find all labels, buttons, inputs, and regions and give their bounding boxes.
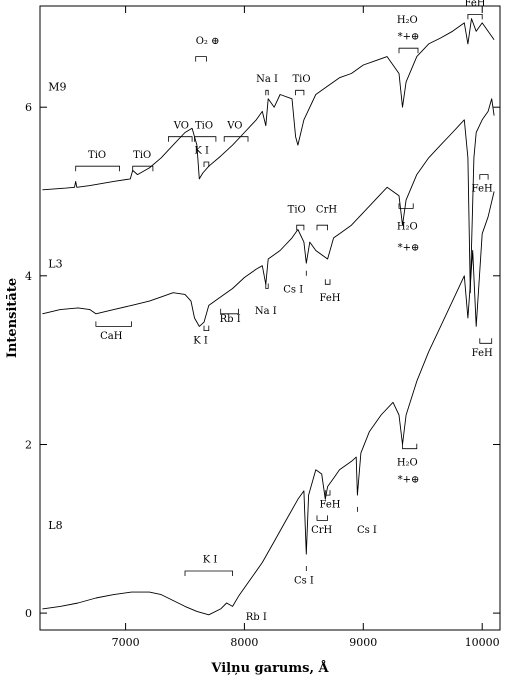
feature-bracket <box>295 89 305 96</box>
spectrum-label: L8 <box>48 519 62 532</box>
x-tick-label: 9000 <box>349 636 377 649</box>
feature-label: FeH <box>319 293 340 304</box>
feature-bracket <box>203 161 210 167</box>
feature-label: CrH <box>316 205 337 216</box>
feature-label: Rb I <box>220 314 241 325</box>
feature-label: H₂O <box>397 458 418 469</box>
axis-ticks: 7000 8000 9000 10000 0 2 4 6 <box>25 6 500 649</box>
feature-bracket <box>324 490 331 496</box>
feature-label: CrH <box>311 525 332 536</box>
feature-label: TiO <box>133 150 151 161</box>
spectrum-label: L3 <box>48 257 62 270</box>
feature-label: Cs I <box>357 525 377 536</box>
feature-bracket <box>132 165 154 172</box>
feature-bracket <box>296 224 305 231</box>
feature-bracket <box>168 136 193 142</box>
feature-bracket <box>316 224 328 231</box>
feature-bracket <box>398 47 419 54</box>
feature-bracket <box>195 56 207 62</box>
x-tick-label: 8000 <box>230 636 258 649</box>
feature-label: Rb I <box>246 612 267 623</box>
feature-label: H₂O <box>397 15 418 26</box>
y-tick-label: 6 <box>25 101 32 114</box>
feature-label: TiO <box>88 150 106 161</box>
feature-label: TiO <box>292 74 310 85</box>
feature-label: FeH <box>472 348 493 359</box>
feature-bracket <box>184 570 233 576</box>
feature-bracket <box>265 283 269 289</box>
feature-bracket <box>194 136 217 142</box>
x-axis-title: Viļņu garums, Å <box>210 660 329 676</box>
x-tick-label: 7000 <box>112 636 140 649</box>
feature-label: TiO <box>288 205 306 216</box>
feature-bracket <box>398 203 414 209</box>
spectrum-labels: M9 L3 L8 <box>48 80 66 532</box>
feature-bracket <box>316 515 328 521</box>
feature-bracket <box>479 338 493 344</box>
feature-bracket <box>479 174 489 180</box>
feature-label: VO <box>226 120 242 131</box>
spectra-series <box>42 18 495 616</box>
spectrum-line-m9 <box>42 18 495 191</box>
feature-label: Na I <box>256 74 278 85</box>
feature-label: *+⊕ <box>398 32 420 43</box>
feature-label: *+⊕ <box>398 243 420 254</box>
feature-label: Cs I <box>294 576 314 587</box>
feature-bracket <box>324 279 331 285</box>
plot-frame <box>39 5 501 631</box>
feature-label: FeH <box>464 0 485 9</box>
feature-label: FeH <box>472 184 493 195</box>
feature-bracket <box>467 14 483 20</box>
y-tick-label: 2 <box>25 439 32 452</box>
feature-label: O₂ ⊕ <box>196 36 220 47</box>
feature-label: K I <box>193 335 208 346</box>
x-tick-label: 10000 <box>465 636 500 649</box>
spectrum-label: M9 <box>48 80 66 93</box>
feature-bracket <box>223 136 249 142</box>
feature-label: Na I <box>255 306 277 317</box>
feature-label: K I <box>194 146 209 157</box>
annotations: TiO TiO VO TiO VO K I O₂ ⊕ Na I TiO H₂O *+⊕ FeH FeH T… <box>75 0 493 623</box>
feature-label: TiO <box>195 120 213 131</box>
feature-bracket <box>75 165 120 172</box>
feature-bracket <box>220 308 239 315</box>
feature-label: VO <box>173 120 189 131</box>
feature-label: CaH <box>100 331 123 342</box>
y-tick-label: 4 <box>25 270 32 283</box>
feature-label: H₂O <box>397 222 418 233</box>
feature-label: Cs I <box>283 285 303 296</box>
feature-bracket <box>402 443 418 450</box>
feature-label: *+⊕ <box>398 474 420 485</box>
feature-label: FeH <box>319 500 340 511</box>
spectrum-line-l3 <box>42 98 495 327</box>
feature-bracket <box>95 321 132 327</box>
y-tick-label: 0 <box>25 607 32 620</box>
feature-bracket <box>203 325 210 331</box>
feature-bracket <box>265 89 269 96</box>
feature-label: K I <box>203 555 218 566</box>
y-axis-title: Intensitāte <box>5 278 20 358</box>
spectrum-line-l8 <box>42 191 495 616</box>
